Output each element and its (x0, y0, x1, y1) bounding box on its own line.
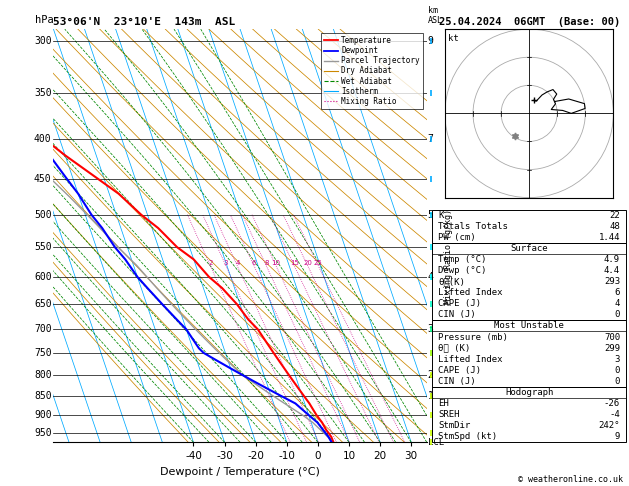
Text: Lifted Index: Lifted Index (438, 288, 503, 297)
Text: hPa: hPa (35, 15, 53, 25)
Title: 25.04.2024  06GMT  (Base: 00): 25.04.2024 06GMT (Base: 00) (438, 17, 620, 27)
Text: 3: 3 (428, 324, 433, 334)
Text: 293: 293 (604, 277, 620, 286)
Text: 3: 3 (615, 355, 620, 364)
Text: 6: 6 (252, 260, 256, 266)
Text: 1.44: 1.44 (599, 233, 620, 242)
Text: Totals Totals: Totals Totals (438, 222, 508, 231)
Text: Lifted Index: Lifted Index (438, 355, 503, 364)
Text: kt: kt (448, 34, 459, 43)
Text: 4: 4 (428, 272, 433, 282)
Text: 5: 5 (428, 210, 433, 220)
Text: © weatheronline.co.uk: © weatheronline.co.uk (518, 474, 623, 484)
Text: 750: 750 (34, 348, 52, 358)
Text: 6: 6 (615, 288, 620, 297)
Text: 22: 22 (610, 210, 620, 220)
Text: Surface: Surface (510, 244, 548, 253)
Text: Most Unstable: Most Unstable (494, 321, 564, 330)
Text: 0: 0 (615, 366, 620, 375)
Text: 299: 299 (604, 344, 620, 353)
Text: 48: 48 (610, 222, 620, 231)
Text: 25: 25 (314, 260, 323, 266)
Text: PW (cm): PW (cm) (438, 233, 476, 242)
Text: 4: 4 (615, 299, 620, 308)
Text: Dewp (°C): Dewp (°C) (438, 266, 487, 275)
Text: 4.4: 4.4 (604, 266, 620, 275)
Text: K: K (438, 210, 443, 220)
Text: 550: 550 (34, 242, 52, 252)
Text: 15: 15 (290, 260, 299, 266)
Text: -4: -4 (610, 410, 620, 419)
Text: 0: 0 (615, 311, 620, 319)
Text: 2: 2 (208, 260, 213, 266)
Text: 450: 450 (34, 174, 52, 184)
Text: 53°06'N  23°10'E  143m  ASL: 53°06'N 23°10'E 143m ASL (53, 17, 236, 27)
Text: 4.9: 4.9 (604, 255, 620, 264)
Text: LCL: LCL (428, 438, 443, 447)
Text: Mixing Ratio (g/kg): Mixing Ratio (g/kg) (443, 209, 453, 304)
Text: 7: 7 (428, 134, 433, 144)
Text: 400: 400 (34, 134, 52, 144)
Text: 9: 9 (428, 35, 433, 46)
Text: CIN (J): CIN (J) (438, 377, 476, 386)
Text: 850: 850 (34, 391, 52, 400)
Text: 8: 8 (264, 260, 269, 266)
Text: Hodograph: Hodograph (505, 388, 554, 397)
Text: 1: 1 (428, 391, 433, 400)
Text: 2: 2 (428, 370, 433, 380)
Text: -26: -26 (604, 399, 620, 408)
Text: km
ASL: km ASL (428, 6, 443, 25)
Text: StmDir: StmDir (438, 421, 470, 430)
Text: θᴇ(K): θᴇ(K) (438, 277, 465, 286)
Text: 700: 700 (604, 332, 620, 342)
Text: 300: 300 (34, 35, 52, 46)
Text: 650: 650 (34, 299, 52, 309)
Text: 500: 500 (34, 210, 52, 220)
Text: 800: 800 (34, 370, 52, 380)
Text: 0: 0 (615, 377, 620, 386)
Text: 10: 10 (272, 260, 281, 266)
Text: Temp (°C): Temp (°C) (438, 255, 487, 264)
Text: CAPE (J): CAPE (J) (438, 299, 481, 308)
Text: 3: 3 (224, 260, 228, 266)
Text: SREH: SREH (438, 410, 460, 419)
Text: 350: 350 (34, 88, 52, 98)
Text: 900: 900 (34, 410, 52, 420)
Text: 600: 600 (34, 272, 52, 282)
Text: 20: 20 (303, 260, 312, 266)
X-axis label: Dewpoint / Temperature (°C): Dewpoint / Temperature (°C) (160, 467, 320, 477)
Text: StmSpd (kt): StmSpd (kt) (438, 432, 498, 441)
Text: CAPE (J): CAPE (J) (438, 366, 481, 375)
Text: CIN (J): CIN (J) (438, 311, 476, 319)
Legend: Temperature, Dewpoint, Parcel Trajectory, Dry Adiabat, Wet Adiabat, Isotherm, Mi: Temperature, Dewpoint, Parcel Trajectory… (321, 33, 423, 109)
Text: 700: 700 (34, 324, 52, 334)
Text: 9: 9 (615, 432, 620, 441)
Text: 950: 950 (34, 429, 52, 438)
Text: θᴇ (K): θᴇ (K) (438, 344, 470, 353)
Text: Pressure (mb): Pressure (mb) (438, 332, 508, 342)
Text: 4: 4 (235, 260, 240, 266)
Text: 242°: 242° (599, 421, 620, 430)
Text: EH: EH (438, 399, 449, 408)
